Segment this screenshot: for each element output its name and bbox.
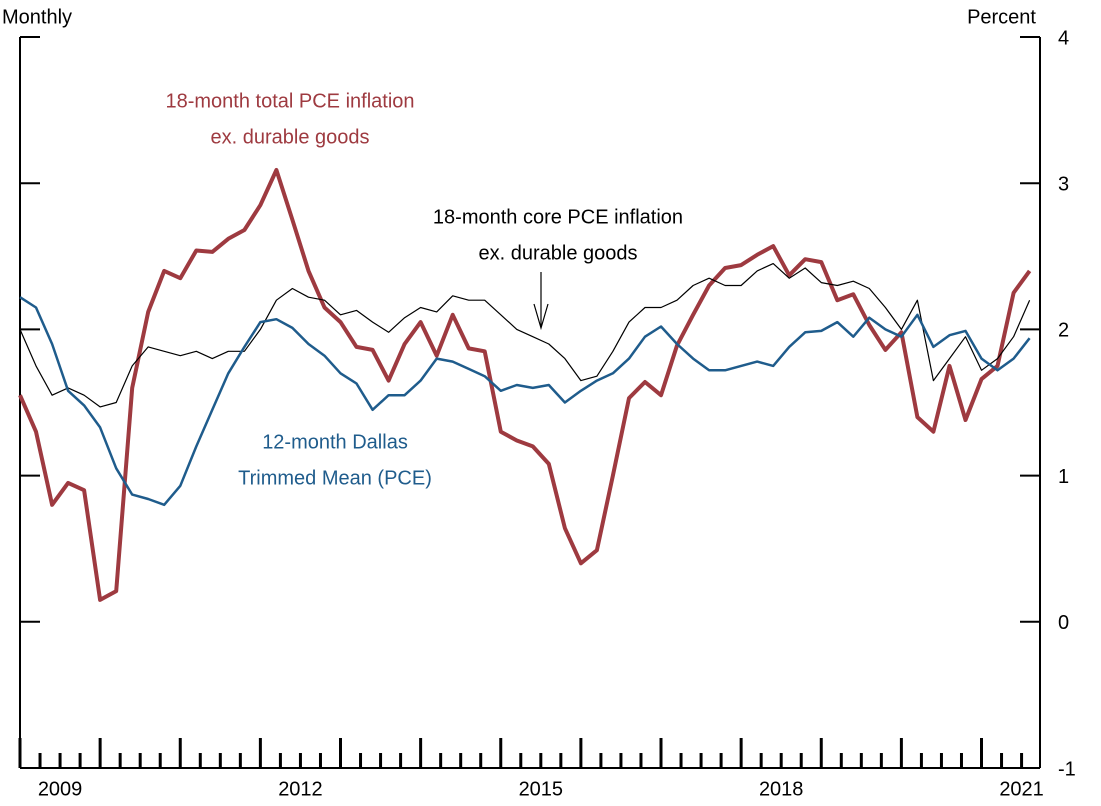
x-tick-label: 2012 [278, 778, 323, 800]
series-label: 12-month Dallas [262, 431, 408, 453]
annotation-arrowhead [533, 303, 549, 331]
y-tick-label: 3 [1058, 173, 1069, 195]
series-label: ex. durable goods [210, 126, 369, 148]
series-label: 18-month core PCE inflation [433, 206, 683, 228]
x-tick-label: 2015 [519, 778, 564, 800]
y-tick-label: 4 [1058, 27, 1069, 49]
series-label: ex. durable goods [478, 242, 637, 264]
left-axis-label: Monthly [2, 6, 72, 28]
series-line [18, 168, 1032, 602]
y-tick-label: 0 [1058, 612, 1069, 634]
series-label: 18-month total PCE inflation [165, 90, 414, 112]
x-tick-label: 2009 [38, 778, 83, 800]
y-tick-label: -1 [1058, 758, 1076, 780]
series-label: Trimmed Mean (PCE) [238, 467, 432, 489]
x-tick-label: 2018 [759, 778, 804, 800]
y-tick-label: 2 [1058, 320, 1069, 342]
series-line [19, 296, 1031, 507]
x-tick-label: 2021 [999, 778, 1044, 800]
right-axis-label: Percent [967, 6, 1036, 28]
series-line [19, 263, 1031, 408]
y-tick-label: 1 [1058, 466, 1069, 488]
